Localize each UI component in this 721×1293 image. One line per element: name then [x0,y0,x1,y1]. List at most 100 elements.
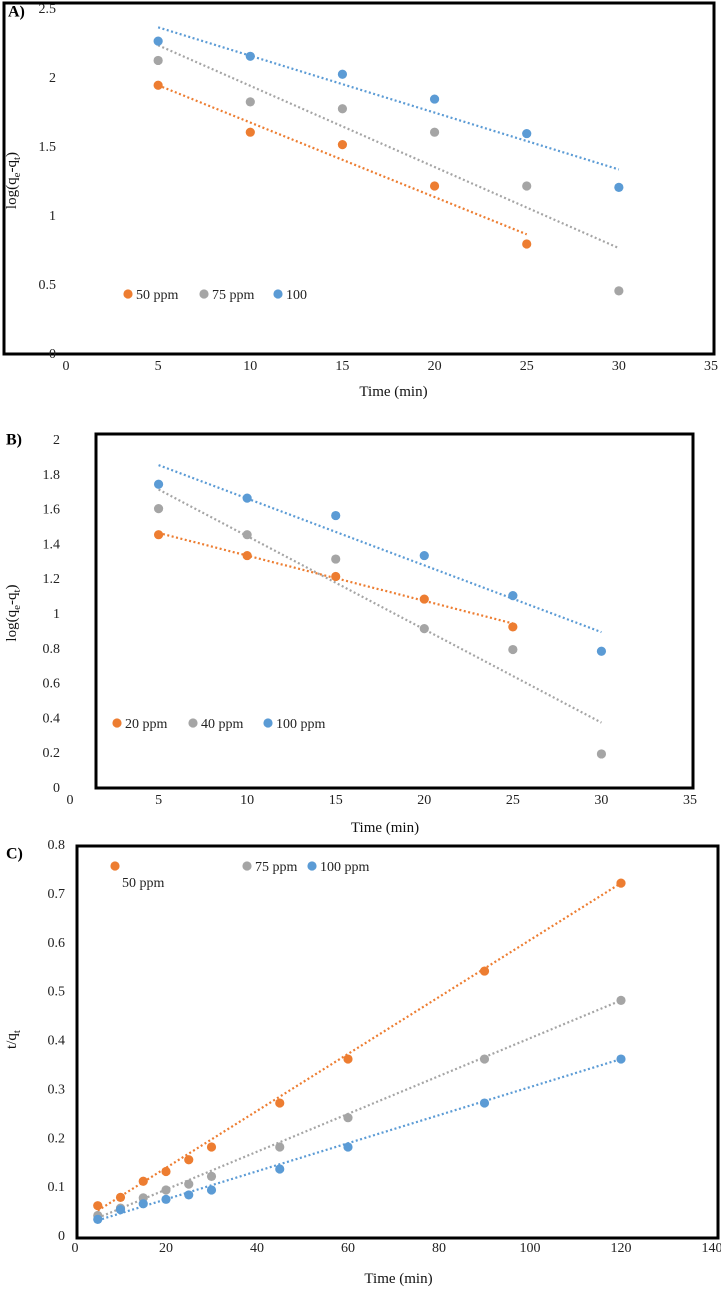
data-point [614,182,624,192]
data-point [93,1214,103,1224]
data-point [161,1185,171,1195]
x-tick-label: 15 [335,359,349,374]
y-tick-label: 0 [53,781,60,796]
data-point [138,1199,148,1209]
x-tick-label: 35 [704,359,718,374]
x-tick-label: 40 [250,1241,264,1256]
chart-panel-1: A) 0 5 10 15 20 25 30 35 0 0.5 1 1.5 2 2.5 Time (min) lo… [2,1,718,400]
x-tick-label: 0 [63,359,70,374]
data-point [419,550,429,561]
panel-label: B) [6,432,22,449]
trendline [158,464,602,634]
data-point [337,69,348,79]
plot-frame [94,432,695,790]
x-tick-label: 20 [417,793,431,808]
y-tick-label: 0.6 [48,936,66,951]
legend-marker [112,718,122,728]
legend-label: 50 ppm [136,288,179,303]
legend-marker [307,861,317,871]
y-tick-label: 0.4 [43,711,61,726]
y-axis-label: log(qe-qt) [4,584,23,641]
data-point [206,1185,217,1195]
y-tick-label: 1.2 [43,572,61,587]
data-point [331,554,341,564]
x-axis-label: Time (min) [359,384,427,400]
x-tick-label: 30 [612,359,626,374]
plot-frame [2,1,716,356]
y-tick-label: 0.5 [39,278,57,293]
legend-label: 20 ppm [125,717,168,732]
y-tick-label: 1.4 [43,537,61,552]
chart-panel-2: B) 0 5 10 15 20 25 30 35 0 0.2 0.4 0.6 0.8 1 1.2 1.4 1.6 1… [4,432,697,836]
data-point [153,530,164,540]
panel-label: A) [8,4,25,21]
x-tick-label: 20 [428,359,442,374]
x-axis-label: Time (min) [364,1271,432,1287]
series-2 [153,44,624,296]
data-point [153,504,164,514]
series-1 [153,80,532,249]
data-point [429,94,440,104]
x-tick-label: 35 [683,793,697,808]
legend: 50 ppm 75 ppm 100 ppm [110,860,370,891]
y-tick-label: 0.1 [48,1180,66,1195]
data-point [419,594,429,604]
data-point [522,128,532,139]
legend-marker [242,861,252,871]
y-tick-label: 0.8 [43,642,61,657]
trendline [157,26,620,171]
trendline [97,882,622,1212]
series-2 [153,488,607,759]
data-point [429,127,440,137]
data-point [275,1142,285,1152]
y-tick-label: 0.2 [48,1131,66,1146]
series-2 [93,995,626,1221]
x-tick-label: 5 [155,793,162,808]
panel-label: C) [6,846,23,863]
data-point [115,1192,126,1202]
data-point [479,1054,490,1064]
y-tick-label: 1.8 [43,468,61,483]
x-tick-label: 5 [155,359,162,374]
data-point [508,622,518,632]
data-point [242,493,252,503]
y-tick-label: 1 [53,607,60,622]
data-point [184,1155,194,1165]
legend-marker [123,289,133,299]
y-tick-label: 1.5 [39,140,57,155]
legend-label: 100 [286,288,307,303]
x-tick-label: 25 [520,359,534,374]
data-point [242,530,252,540]
legend: 50 ppm 75 ppm 100 [123,288,307,303]
data-point [337,140,348,150]
data-point [331,571,341,582]
x-tick-label: 0 [72,1241,79,1256]
data-point [245,51,255,61]
data-point [206,1171,217,1181]
data-point [153,55,163,66]
data-point [508,591,518,601]
data-point [429,181,440,191]
data-point [522,239,532,249]
data-point [479,966,490,976]
plot-frame [75,844,720,1240]
y-tick-label: 2.5 [39,2,57,17]
legend-label: 50 ppm [122,876,165,891]
x-tick-label: 80 [432,1241,446,1256]
legend-label: 100 ppm [320,860,370,875]
legend-label: 40 ppm [201,717,244,732]
data-point [153,479,164,489]
x-tick-label: 30 [594,793,608,808]
data-point [275,1164,285,1174]
y-tick-label: 2 [49,71,56,86]
series-3 [153,464,607,656]
y-tick-label: 1 [49,209,56,224]
series-3 [93,1054,626,1224]
data-point [161,1166,171,1177]
trendline [157,84,528,236]
legend-label: 75 ppm [212,288,255,303]
legend-marker [273,289,283,299]
x-tick-label: 15 [329,793,343,808]
data-point [242,550,252,561]
